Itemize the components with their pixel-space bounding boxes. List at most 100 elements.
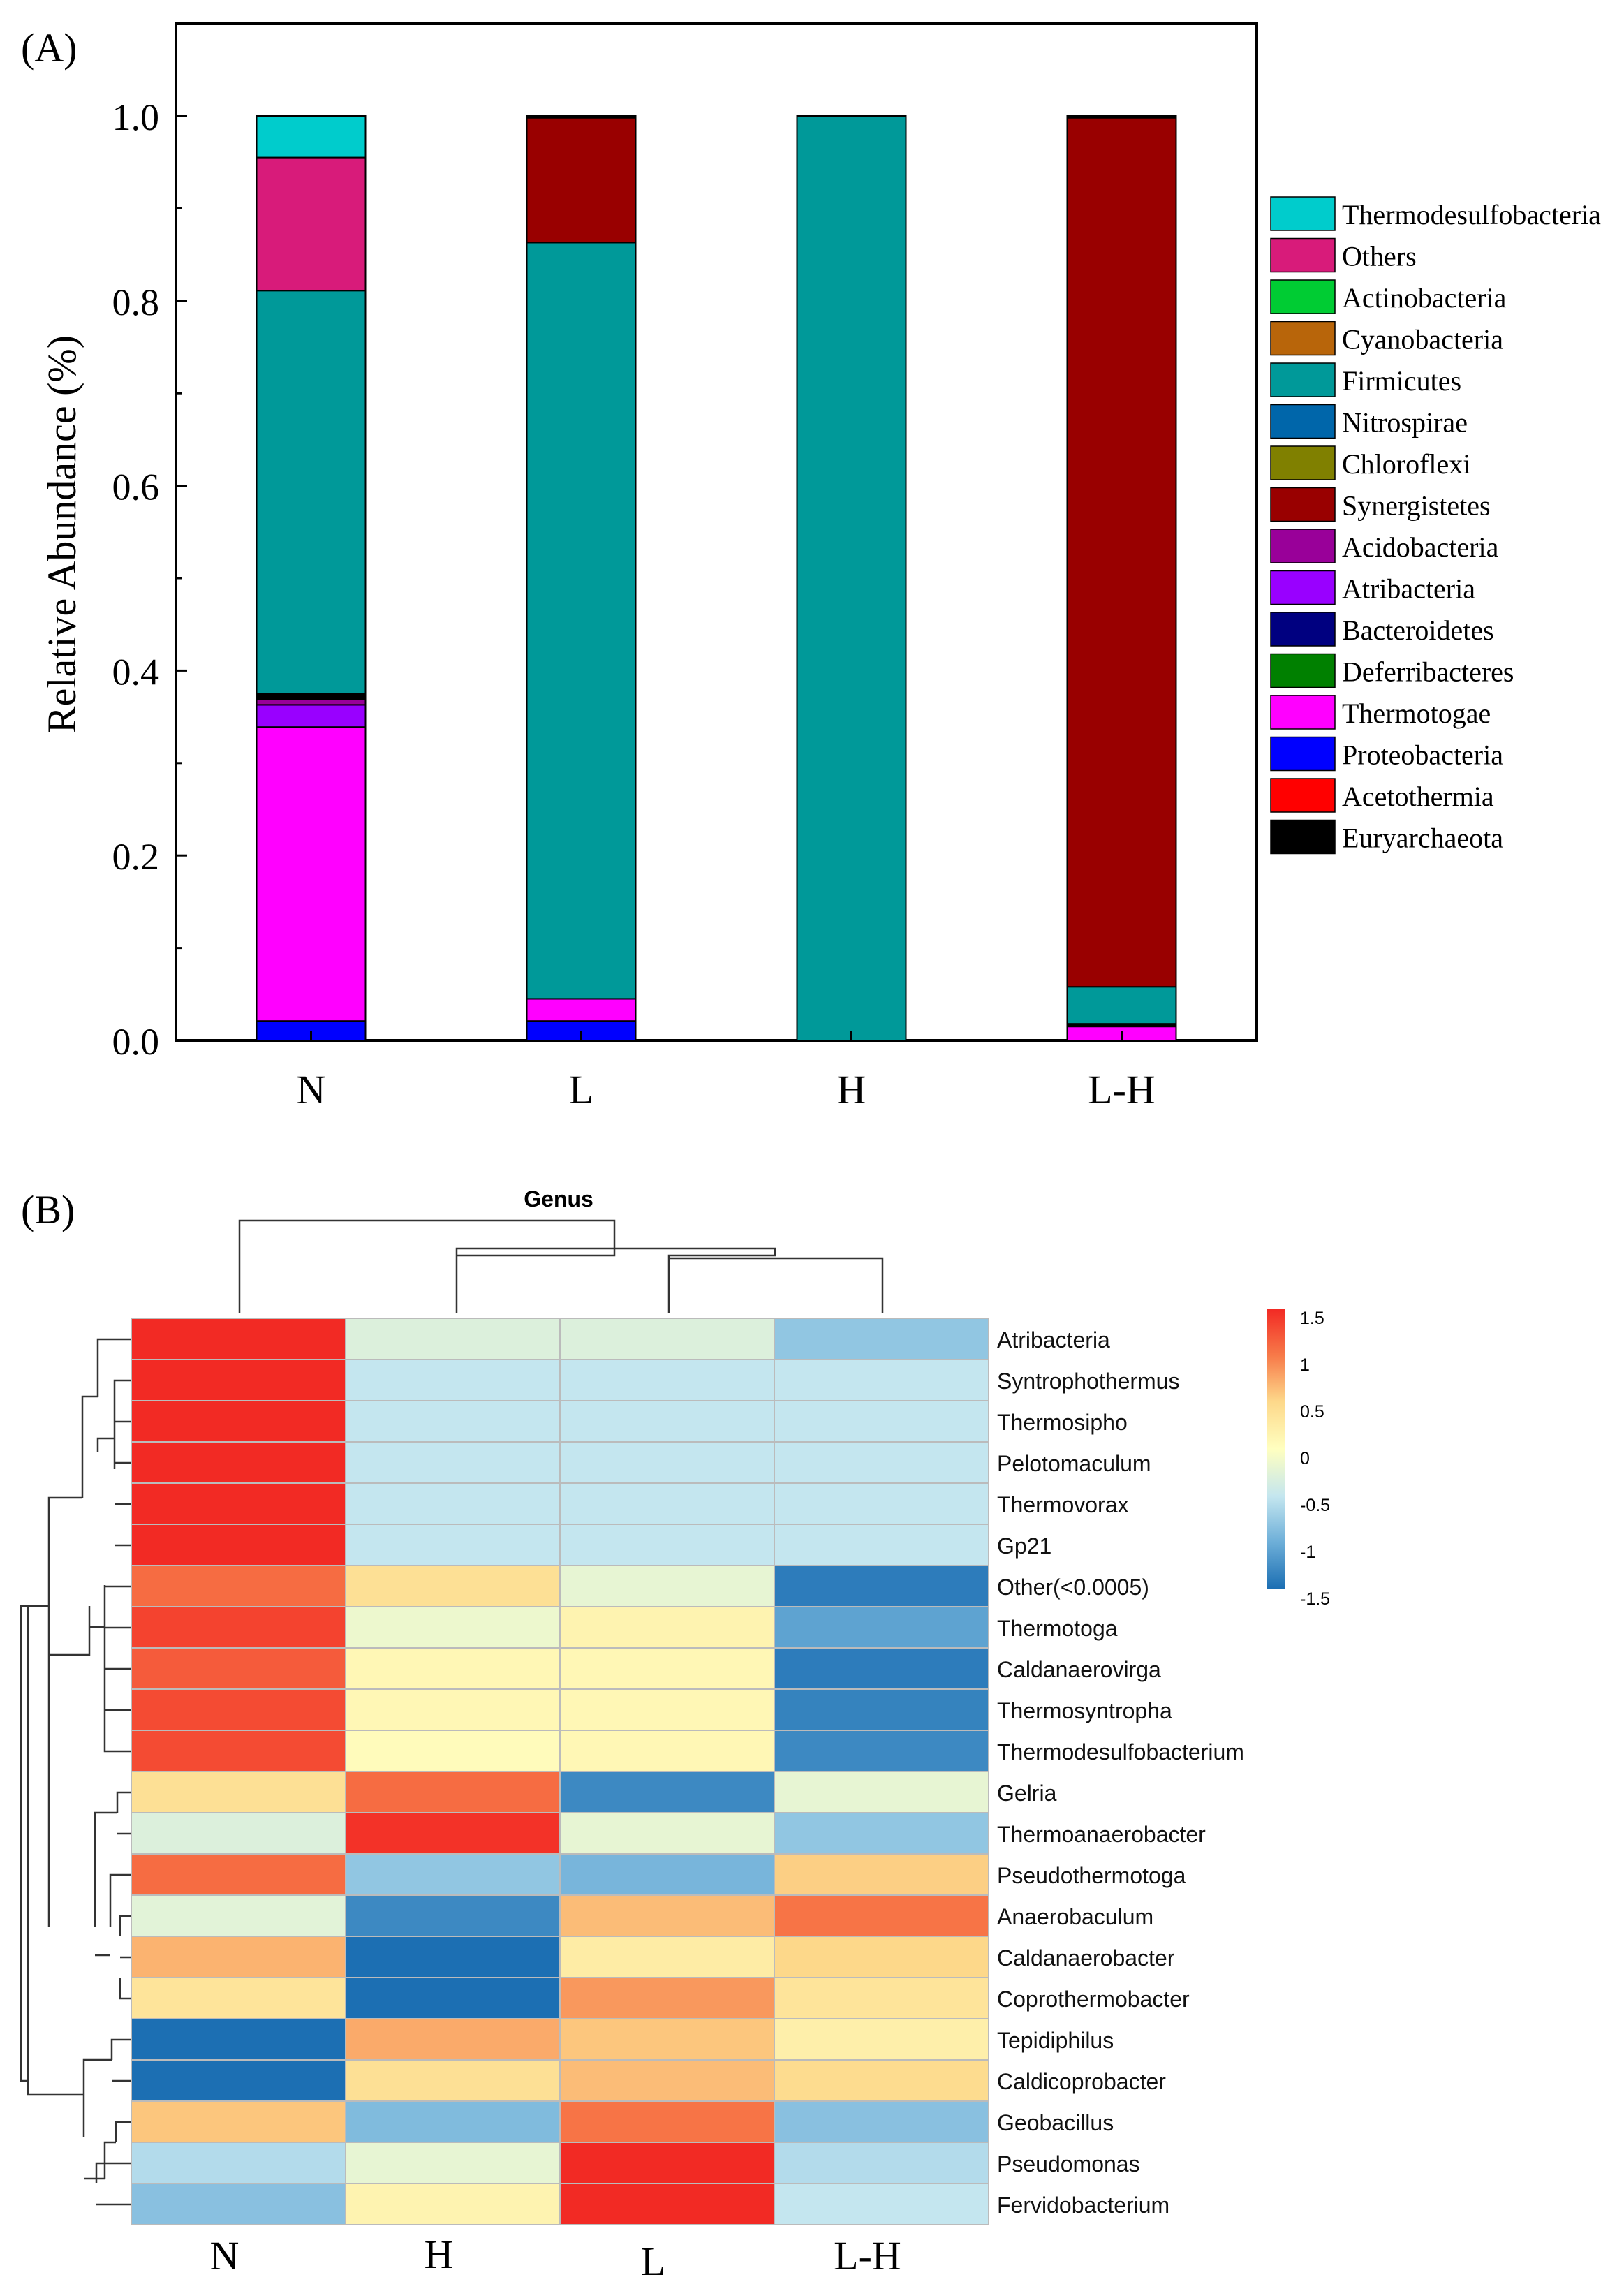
legend-label: Actinobacteria <box>1342 282 1507 314</box>
heatmap-cell <box>345 1565 561 1607</box>
heatmap-cell <box>559 1812 775 1855</box>
legend-swatch <box>1270 279 1336 314</box>
legend-swatch <box>1270 196 1336 231</box>
heatmap-cell <box>345 1359 561 1401</box>
legend-swatch <box>1270 653 1336 688</box>
heatmap-cell <box>345 1318 561 1360</box>
bar-segment-l-12 <box>526 117 637 244</box>
heatmap-cell <box>774 2183 989 2225</box>
heatmap-cell <box>774 1565 989 1607</box>
row-label: Caldanaerovirga <box>997 1657 1161 1682</box>
colorbar <box>1267 1309 1285 1589</box>
row-label: Coprothermobacter <box>997 1987 1190 2012</box>
row-label: Pseudothermotoga <box>997 1863 1186 1888</box>
heatmap-cell <box>131 1894 346 1937</box>
legend-label: Proteobacteria <box>1342 739 1503 771</box>
colorbar-tick-label: -1 <box>1300 1542 1315 1562</box>
row-label: Thermosyntropha <box>997 1698 1172 1723</box>
column-label: L <box>641 2239 665 2284</box>
legend-swatch <box>1270 445 1336 480</box>
heatmap-cell <box>774 1606 989 1649</box>
bar-segment-l-11 <box>526 242 637 1000</box>
x-tick-label: N <box>297 1067 326 1112</box>
bar-segment-n-11 <box>256 290 367 695</box>
column-dendrogram <box>238 1219 884 1313</box>
row-label: Tepidiphilus <box>997 2028 1114 2053</box>
heatmap-cell <box>774 1853 989 1896</box>
heatmap-cell <box>131 1482 346 1525</box>
y-tick-label: 0.8 <box>112 281 160 323</box>
row-label: Fervidobacterium <box>997 2193 1169 2218</box>
heatmap-cell <box>131 2018 346 2061</box>
row-label: Thermosipho <box>997 1410 1128 1435</box>
bar-segment-n-7 <box>256 698 367 706</box>
colorbar-tick-label: 1 <box>1300 1355 1310 1375</box>
bar-chart-frame <box>175 22 1258 1042</box>
heatmap-cell <box>774 2018 989 2061</box>
heatmap-cell <box>559 1606 775 1649</box>
row-label: Other(<0.0005) <box>997 1575 1149 1600</box>
heatmap-cell <box>131 2059 346 2102</box>
heatmap-cell <box>345 1853 561 1896</box>
panel-b-label: (B) <box>21 1187 75 1232</box>
y-tick-label: 0.4 <box>112 651 160 693</box>
heatmap-cell <box>131 1936 346 1978</box>
heatmap-title: Genus <box>524 1186 593 1211</box>
column-labels: N H L L-H <box>210 2232 901 2284</box>
heatmap-cell <box>559 1524 775 1566</box>
heatmap-cell <box>559 2018 775 2061</box>
heatmap-cell <box>131 1771 346 1813</box>
legend-swatch <box>1270 237 1336 273</box>
legend-swatch <box>1270 529 1336 563</box>
heatmap-cell <box>559 1565 775 1607</box>
stacked-bars <box>256 115 1177 1042</box>
legend-swatch <box>1270 487 1336 522</box>
legend-swatch <box>1270 695 1336 730</box>
legend-swatch <box>1270 362 1336 397</box>
heatmap-cell <box>345 1936 561 1978</box>
x-tick-label: L-H <box>1088 1067 1156 1112</box>
legend-label: Acetothermia <box>1342 781 1494 812</box>
heatmap-cell <box>559 1318 775 1360</box>
heatmap-cell <box>131 2100 346 2143</box>
row-label: Caldanaerobacter <box>997 1945 1175 1970</box>
heatmap-cell <box>345 1977 561 2019</box>
heatmap-cell <box>559 1441 775 1484</box>
heatmap-cell <box>559 1730 775 1772</box>
row-label: Gp21 <box>997 1533 1051 1559</box>
heatmap-cell <box>131 1977 346 2019</box>
legend-label: Thermotogae <box>1342 698 1491 729</box>
row-label: Thermodesulfobacterium <box>997 1739 1244 1765</box>
colorbar-ticks: 1.5 1 0.5 0 -0.5 -1 -1.5 <box>1300 1309 1330 1609</box>
heatmap-cell <box>131 1318 346 1360</box>
row-label: Atribacteria <box>997 1327 1110 1353</box>
colorbar-tick-label: -1.5 <box>1300 1589 1330 1609</box>
row-label: Geobacillus <box>997 2110 1114 2135</box>
heatmap-cell <box>559 1647 775 1690</box>
x-axis: N L H L-H <box>297 1031 1156 1112</box>
x-tick-label: H <box>837 1067 866 1112</box>
heatmap-cell <box>774 1730 989 1772</box>
row-label: Thermotoga <box>997 1616 1118 1641</box>
heatmap-cell <box>131 1359 346 1401</box>
heatmap-cell <box>131 1606 346 1649</box>
heatmap-cell <box>774 1936 989 1978</box>
heatmap-cell <box>345 2059 561 2102</box>
y-tick-label: 1.0 <box>112 96 160 138</box>
x-tick-label: L <box>569 1067 593 1112</box>
heatmap-cell <box>345 2018 561 2061</box>
heatmap-cell <box>774 1647 989 1690</box>
y-axis-label: Relative Abundance (%) <box>39 335 84 733</box>
bar-segment-n-15 <box>256 156 367 292</box>
heatmap-cell <box>131 1441 346 1484</box>
heatmap-cell <box>345 1524 561 1566</box>
heatmap-cell <box>559 1936 775 1978</box>
legend-label: Cyanobacteria <box>1342 324 1503 355</box>
legend: Thermodesulfobacteria Others Actinobacteri… <box>1270 196 1601 855</box>
heatmap-cell <box>345 1441 561 1484</box>
row-labels: Atribacteria Syntrophothermus Thermosipho P… <box>997 1327 1244 2218</box>
legend-label: Nitrospirae <box>1342 407 1468 439</box>
heatmap-cell <box>345 1730 561 1772</box>
y-tick-label: 0.6 <box>112 466 160 508</box>
